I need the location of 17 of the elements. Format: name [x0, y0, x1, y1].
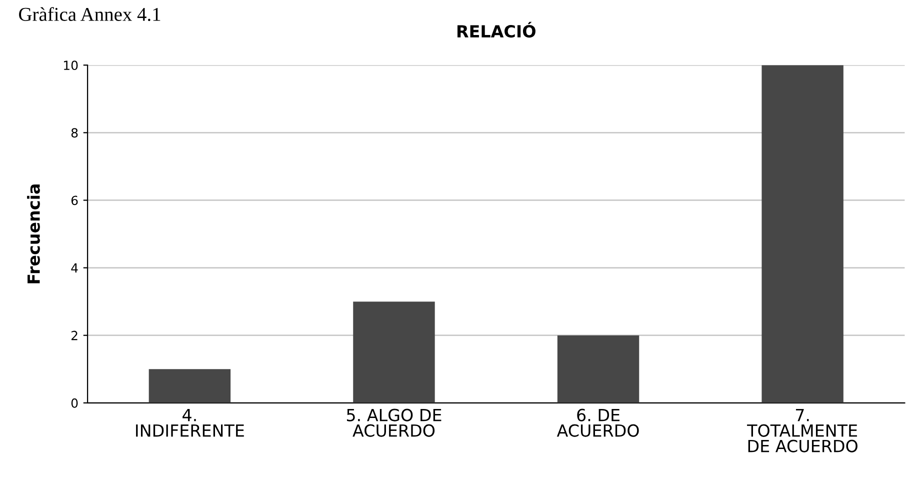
x-tick-label: 6. DE ACUERDO	[556, 408, 639, 437]
y-axis-title: Frecuencia	[27, 184, 40, 284]
y-tick-label: 0	[71, 398, 78, 408]
y-tick-label: 4	[71, 263, 78, 273]
bar	[148, 369, 231, 403]
x-tick-label: 7. TOTALMENTE DE ACUERDO	[747, 408, 858, 452]
x-tick-label: 5. ALGO DE ACUERDO	[346, 408, 442, 437]
y-tick-label: 8	[71, 128, 78, 138]
y-tick-label: 6	[71, 196, 78, 206]
x-tick-label: 4. INDIFERENTE	[136, 408, 244, 437]
y-tick-label: 2	[71, 330, 78, 340]
chart-title: RELACIÓ	[457, 22, 536, 38]
bar	[353, 302, 435, 403]
bar	[557, 335, 640, 403]
bar	[762, 65, 844, 403]
text: Gràfica Annex 4.1	[19, 7, 160, 22]
y-tick-label: 10	[64, 60, 78, 70]
